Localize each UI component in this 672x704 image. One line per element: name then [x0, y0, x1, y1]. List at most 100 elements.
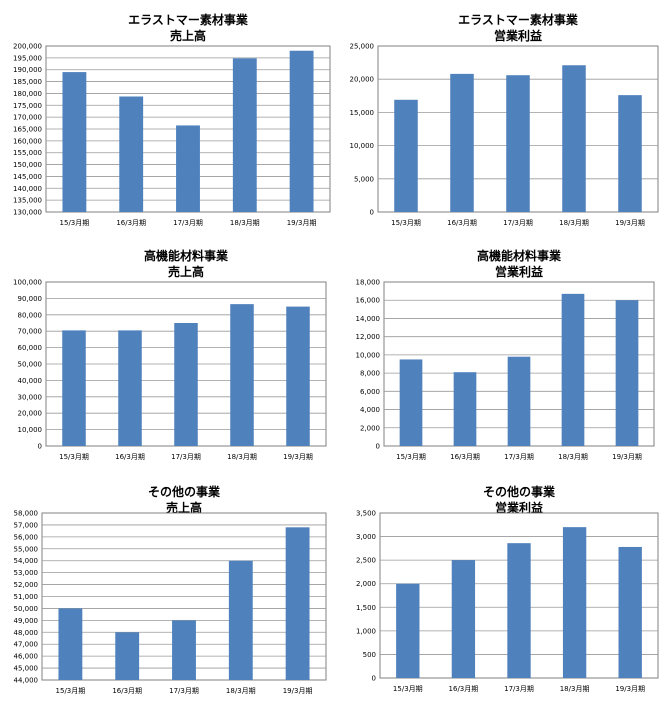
y-tick-label: 135,000 [13, 197, 42, 205]
bar [618, 95, 642, 212]
y-tick-label: 50,000 [18, 361, 43, 369]
x-tick-label: 15/3月期 [396, 453, 426, 461]
y-tick-label: 140,000 [13, 185, 42, 193]
y-tick-label: 80,000 [18, 311, 43, 319]
y-tick-label: 46,000 [14, 653, 39, 661]
chart-subtitle: 売上高 [170, 28, 206, 43]
bar [230, 304, 254, 446]
y-tick-label: 25,000 [350, 43, 375, 51]
y-tick-label: 48,000 [14, 629, 39, 637]
y-tick-label: 70,000 [18, 328, 43, 336]
x-tick-label: 15/3月期 [391, 219, 421, 227]
y-tick-label: 16,000 [356, 297, 381, 305]
y-tick-label: 14,000 [356, 315, 381, 323]
chart-title: 高機能材料事業 [144, 248, 229, 263]
chart-elastomer-sales: エラストマー素材事業 売上高 130,000 135,000 140,000 145,00… [0, 0, 336, 232]
bar [618, 546, 642, 678]
chart-subtitle: 売上高 [168, 264, 204, 279]
y-tick-label: 1,500 [356, 604, 376, 612]
x-tick-label: 18/3月期 [559, 219, 589, 227]
y-tick-label: 15,000 [350, 109, 375, 117]
bar [62, 330, 86, 446]
y-tick-label: 12,000 [356, 333, 381, 341]
bar [176, 125, 200, 212]
x-tick-label: 16/3月期 [112, 687, 142, 695]
bar [396, 583, 420, 678]
bar [115, 632, 140, 680]
bar [228, 560, 253, 680]
y-tick-label: 54,000 [14, 557, 39, 565]
bar [450, 73, 474, 212]
y-tick-label: 0 [376, 443, 380, 451]
y-tick-label: 3,000 [356, 533, 376, 541]
y-tick-label: 100,000 [13, 279, 42, 287]
bar [453, 372, 477, 446]
y-tick-label: 3,500 [356, 510, 376, 518]
y-tick-label: 1,000 [356, 627, 376, 635]
x-tick-label: 18/3月期 [227, 453, 257, 461]
x-tick-label: 16/3月期 [115, 453, 145, 461]
y-tick-label: 52,000 [14, 581, 39, 589]
chart-other-operating-profit: その他の事業 営業利益 0 500 1,000 1,500 2,000 2,500 3,000 3… [336, 472, 672, 704]
chart-title: その他の事業 [483, 484, 556, 499]
x-tick-label: 18/3月期 [558, 453, 588, 461]
x-tick-label: 19/3月期 [615, 685, 645, 693]
y-tick-label: 50,000 [14, 605, 39, 613]
bar [451, 560, 476, 678]
x-tick-label: 15/3月期 [393, 685, 423, 693]
y-tick-label: 90,000 [18, 295, 43, 303]
chart-title: エラストマー素材事業 [458, 12, 579, 27]
y-tick-label: 170,000 [13, 114, 42, 122]
chart-functional-materials-operating-profit: 高機能材料事業 営業利益 0 2,000 4,000 6,000 8,000 10,000 12… [336, 236, 672, 468]
y-tick-label: 4,000 [360, 406, 380, 414]
y-tick-label: 20,000 [18, 410, 43, 418]
x-tick-label: 17/3月期 [504, 453, 534, 461]
chart-subtitle: 営業利益 [495, 264, 543, 279]
bar [172, 620, 196, 680]
x-tick-label: 19/3月期 [283, 687, 313, 695]
y-tick-label: 10,000 [18, 426, 43, 434]
bar [562, 527, 587, 678]
y-tick-label: 195,000 [13, 54, 42, 62]
y-tick-label: 40,000 [18, 377, 43, 385]
x-tick-label: 19/3月期 [287, 219, 317, 227]
chart-subtitle: 営業利益 [494, 28, 542, 43]
chart-subtitle: 営業利益 [495, 500, 543, 515]
y-tick-label: 30,000 [18, 393, 43, 401]
bar [174, 323, 198, 446]
y-tick-label: 47,000 [14, 641, 39, 649]
y-tick-label: 175,000 [13, 102, 42, 110]
y-tick-label: 56,000 [14, 533, 39, 541]
y-tick-label: 190,000 [13, 66, 42, 74]
y-tick-label: 55,000 [14, 545, 39, 553]
bar [615, 300, 639, 446]
x-tick-label: 16/3月期 [116, 219, 146, 227]
x-tick-label: 16/3月期 [447, 219, 477, 227]
y-tick-label: 2,000 [356, 580, 376, 588]
y-tick-label: 57,000 [14, 521, 39, 529]
x-tick-label: 17/3月期 [503, 219, 533, 227]
x-tick-label: 19/3月期 [283, 453, 313, 461]
y-tick-label: 51,000 [14, 593, 39, 601]
y-tick-label: 0 [370, 209, 374, 217]
y-tick-label: 180,000 [13, 90, 42, 98]
bar [507, 356, 531, 446]
bar [561, 293, 585, 446]
y-tick-label: 185,000 [13, 78, 42, 86]
bar [232, 58, 257, 213]
y-tick-label: 49,000 [14, 617, 39, 625]
chart-title: その他の事業 [148, 484, 221, 499]
x-tick-label: 19/3月期 [615, 219, 645, 227]
bar [118, 330, 142, 446]
bar [58, 608, 83, 680]
x-tick-label: 19/3月期 [612, 453, 642, 461]
y-tick-label: 18,000 [356, 279, 381, 287]
x-tick-label: 17/3月期 [504, 685, 534, 693]
chart-subtitle: 売上高 [166, 500, 202, 515]
y-tick-label: 150,000 [13, 161, 42, 169]
y-tick-label: 20,000 [350, 76, 375, 84]
bar [394, 99, 418, 212]
